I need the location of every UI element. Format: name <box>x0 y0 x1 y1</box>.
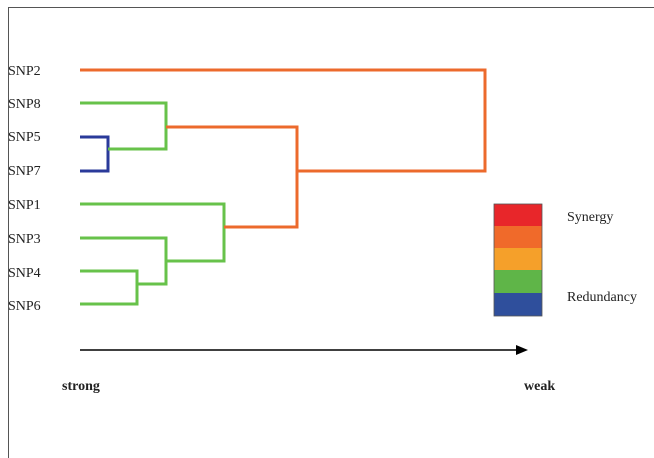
axis-arrowhead <box>516 345 528 355</box>
legend-label-synergy: Synergy <box>567 210 613 225</box>
legend-swatch-3 <box>494 248 542 270</box>
branch-snp8-cluster <box>80 101 168 151</box>
leaf-label-snp5: SNP5 <box>8 130 41 145</box>
leaf-label-snp6: SNP6 <box>8 299 41 314</box>
cluster-snp5-snp7 <box>80 135 110 173</box>
figure-frame <box>8 7 654 458</box>
legend: Synergy Redundancy <box>493 203 637 317</box>
branch-snp4-snp6 <box>80 269 139 306</box>
legend-border <box>493 203 543 317</box>
leaf-label-snp3: SNP3 <box>8 232 41 247</box>
leaf-label-snp2: SNP2 <box>8 64 41 79</box>
legend-swatch-redundancy <box>494 293 542 316</box>
branch-snp5-snp7 <box>80 135 110 173</box>
axis-label-weak: weak <box>524 379 555 394</box>
strength-axis: strong weak <box>62 345 555 394</box>
leaf-label-snp8: SNP8 <box>8 97 41 112</box>
legend-swatch-2 <box>494 226 542 248</box>
branch-snp1-cluster <box>80 202 226 263</box>
legend-swatch-synergy <box>494 204 542 226</box>
axis-label-strong: strong <box>62 379 100 394</box>
green-clusters <box>80 101 226 306</box>
leaf-label-snp7: SNP7 <box>8 164 41 179</box>
legend-swatch-4 <box>494 270 542 293</box>
legend-label-redundancy: Redundancy <box>567 290 637 305</box>
branch-merge-groups <box>166 125 299 229</box>
branch-snp3-cluster <box>80 236 168 286</box>
orange-clusters <box>80 68 487 229</box>
leaf-labels: SNP2 SNP8 SNP5 SNP7 SNP1 SNP3 SNP4 SNP6 <box>8 64 41 314</box>
branch-snp2-root <box>80 68 487 173</box>
leaf-label-snp1: SNP1 <box>8 198 41 213</box>
leaf-label-snp4: SNP4 <box>8 266 41 281</box>
